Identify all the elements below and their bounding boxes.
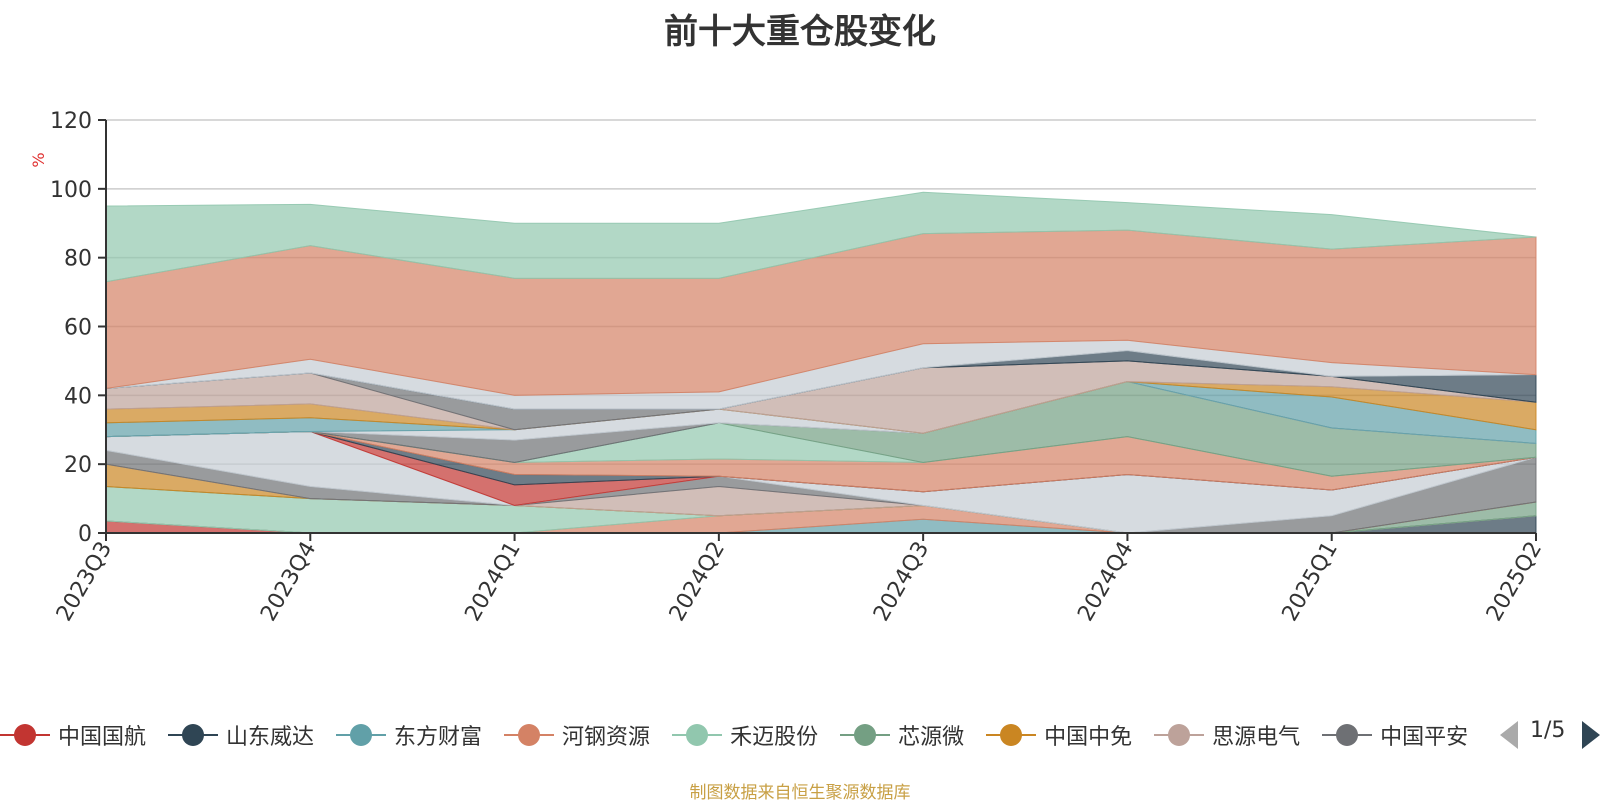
x-tick-label-7: 2025Q2 (1482, 538, 1547, 626)
y-axis-unit-label: % (29, 152, 48, 167)
legend-label: 河钢资源 (562, 725, 651, 750)
x-tick-label-0: 2023Q3 (52, 538, 117, 626)
chart-title: 前十大重仓股变化 (664, 12, 936, 52)
y-tick-label-6: 120 (50, 109, 92, 134)
legend-track: 中国国航 山东威达 东方财富 河钢资源 禾迈股份 芯源微 中国中免 思源电气 中国平安 (0, 715, 1480, 755)
y-tick-label-4: 80 (64, 247, 92, 272)
legend-page-indicator: 1/5 (1530, 718, 1566, 743)
legend-label: 中国中免 (1044, 725, 1133, 750)
legend-item-4[interactable]: 禾迈股份 (672, 719, 818, 751)
y-tick-label-5: 100 (50, 178, 92, 203)
x-tick-label-4: 2024Q3 (869, 538, 934, 626)
legend-marker-icon (336, 723, 387, 747)
legend-label: 中国平安 (1380, 725, 1469, 750)
legend-item-6[interactable]: 中国中免 (986, 719, 1132, 751)
legend-marker-icon (504, 723, 555, 747)
y-tick-label-0: 0 (78, 522, 92, 547)
legend-next-page-button[interactable] (1582, 721, 1600, 749)
legend-label: 芯源微 (898, 725, 965, 750)
legend-label: 中国国航 (58, 725, 147, 750)
legend-marker-icon (0, 723, 50, 747)
legend-marker-icon (1322, 723, 1373, 747)
legend-item-5[interactable]: 芯源微 (840, 719, 964, 751)
legend-prev-page-button[interactable] (1500, 721, 1518, 749)
legend-label: 东方财富 (394, 725, 483, 750)
legend-pager: 1/5 (1500, 716, 1600, 752)
legend-marker-icon (986, 723, 1037, 747)
legend-item-1[interactable]: 山东威达 (168, 719, 314, 751)
y-tick-label-3: 60 (64, 316, 92, 341)
legend-marker-icon (672, 723, 723, 747)
y-tick-label-1: 20 (64, 453, 92, 478)
legend-item-8[interactable]: 中国平安 (1322, 719, 1468, 751)
legend-item-0[interactable]: 中国国航 (0, 719, 146, 751)
legend-marker-icon (168, 723, 219, 747)
x-tick-label-5: 2024Q4 (1073, 538, 1138, 626)
x-tick-label-6: 2025Q1 (1278, 538, 1343, 626)
legend-marker-icon (840, 723, 891, 747)
legend-label: 思源电气 (1212, 725, 1301, 750)
x-tick-label-3: 2024Q2 (665, 538, 730, 626)
area-series (105, 191, 1537, 534)
legend-marker-icon (1154, 723, 1205, 747)
y-tick-label-2: 40 (64, 384, 92, 409)
x-tick-label-1: 2023Q4 (256, 538, 321, 626)
area-series-24 (105, 191, 1537, 283)
legend: 中国国航 山东威达 东方财富 河钢资源 禾迈股份 芯源微 中国中免 思源电气 中国平安 (0, 715, 1480, 755)
legend-item-2[interactable]: 东方财富 (336, 719, 482, 751)
source-note: 制图数据来自恒生聚源数据库 (689, 783, 911, 803)
legend-label: 山东威达 (226, 725, 315, 750)
legend-item-7[interactable]: 思源电气 (1154, 719, 1300, 751)
legend-item-3[interactable]: 河钢资源 (504, 719, 650, 751)
x-tick-label-2: 2024Q1 (460, 538, 525, 626)
legend-label: 禾迈股份 (730, 725, 819, 750)
